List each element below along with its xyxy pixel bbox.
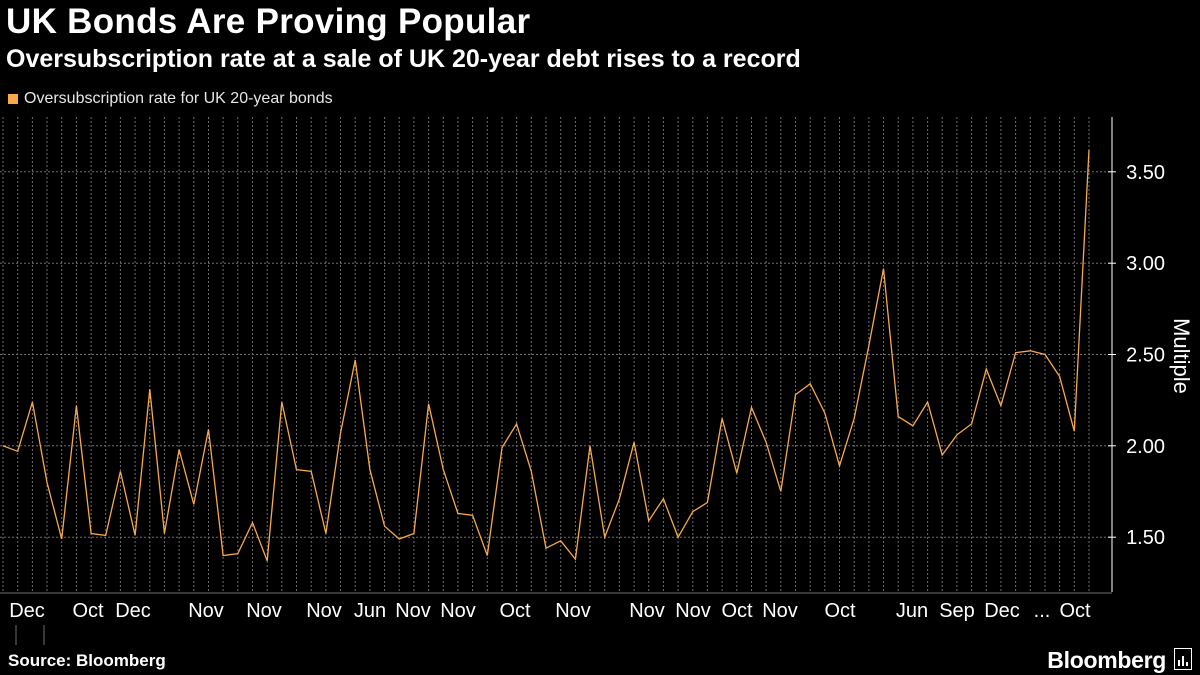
y-tick-label: 2.50 xyxy=(1126,345,1165,367)
x-tick-label: Oct xyxy=(721,600,753,622)
series-line-oversubscription xyxy=(2,149,1090,562)
y-tick-label: 3.00 xyxy=(1126,253,1165,275)
legend-swatch xyxy=(8,94,18,104)
x-tick-label: Nov xyxy=(675,600,711,622)
x-tick-label: Sep xyxy=(939,600,975,622)
x-tick-label: Dec xyxy=(9,600,45,622)
x-tick-label: Nov xyxy=(306,600,342,622)
x-tick-label: Oct xyxy=(72,600,104,622)
x-tick-label: Oct xyxy=(824,600,856,622)
x-tick-label: Nov xyxy=(188,600,224,622)
x-tick-label: Nov xyxy=(555,600,591,622)
x-tick-label: Dec xyxy=(115,600,151,622)
legend-label: Oversubscription rate for UK 20-year bon… xyxy=(24,90,333,107)
y-axis-label: Multiple xyxy=(1169,318,1194,394)
y-tick-label: 1.50 xyxy=(1126,527,1165,549)
legend: Oversubscription rate for UK 20-year bon… xyxy=(8,90,333,108)
x-tick-label: Nov xyxy=(440,600,476,622)
x-tick-label: Jun xyxy=(354,600,386,622)
bloomberg-chart-icon xyxy=(1174,648,1192,670)
x-tick-label: Oct xyxy=(1059,600,1091,622)
x-tick-label: Jun xyxy=(896,600,928,622)
x-tick-label: Nov xyxy=(762,600,798,622)
x-tick-label: Nov xyxy=(629,600,665,622)
x-tick-label: ... xyxy=(1034,600,1051,622)
brand-wordmark: Bloomberg xyxy=(1047,647,1166,673)
x-tick-label: Nov xyxy=(246,600,282,622)
source-note: Source: Bloomberg xyxy=(8,651,166,670)
chart-subtitle: Oversubscription rate at a sale of UK 20… xyxy=(6,45,801,73)
y-tick-label: 2.00 xyxy=(1126,436,1165,458)
x-tick-label: Oct xyxy=(499,600,531,622)
y-tick-label: 3.50 xyxy=(1126,162,1165,184)
x-tick-label: Nov xyxy=(395,600,431,622)
chart-title: UK Bonds Are Proving Popular xyxy=(6,2,531,41)
x-tick-label: Dec xyxy=(984,600,1020,622)
